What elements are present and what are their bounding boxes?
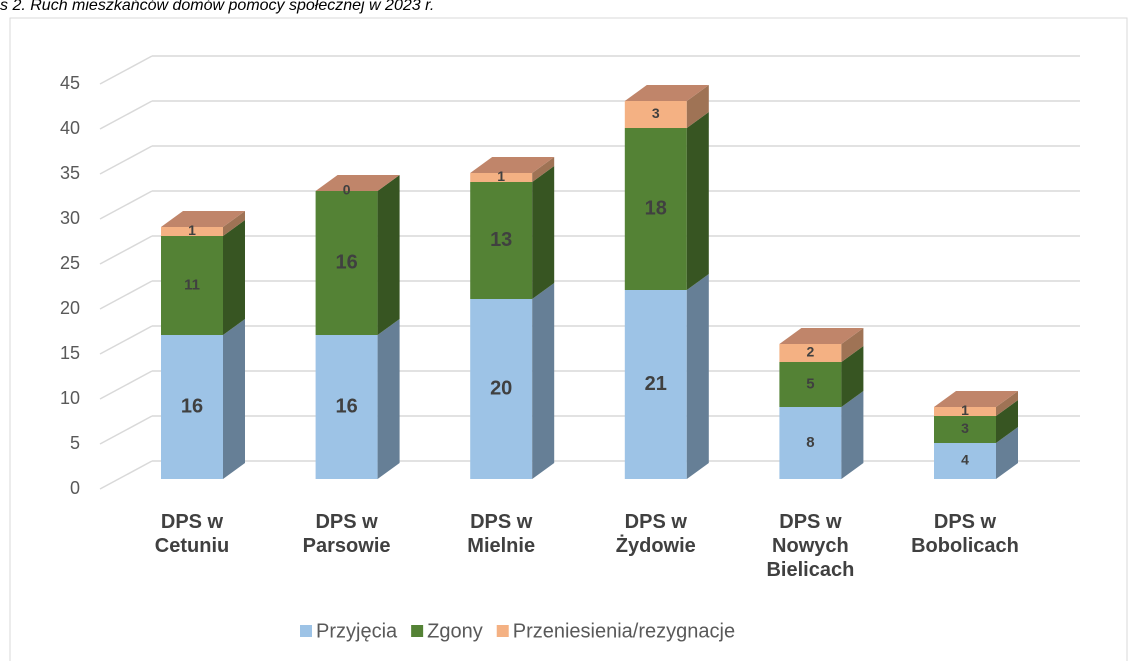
bar-side xyxy=(841,391,864,479)
data-label: 18 xyxy=(645,197,667,219)
data-label: 4 xyxy=(961,452,969,468)
bar-side xyxy=(377,175,400,335)
bar-side xyxy=(841,346,864,407)
data-label: 3 xyxy=(961,420,969,436)
bar-side xyxy=(996,427,1018,479)
data-label: 16 xyxy=(181,395,203,417)
bar-front xyxy=(624,101,687,128)
data-label: 3 xyxy=(652,105,660,121)
bar-side xyxy=(686,112,709,290)
bar-side xyxy=(841,328,864,362)
y-tick-label: 15 xyxy=(60,343,80,363)
data-label: 16 xyxy=(335,395,357,417)
grid-line xyxy=(99,325,153,355)
bar-front xyxy=(779,362,842,407)
legend-label: Przeniesienia/rezygnacje xyxy=(513,620,735,642)
chart-frame xyxy=(9,17,1128,661)
bar-side xyxy=(532,166,555,299)
bar-side xyxy=(223,220,245,335)
bar-front xyxy=(315,191,378,335)
legend-swatch xyxy=(411,625,424,637)
data-label: 1 xyxy=(497,168,505,184)
bar-front xyxy=(161,335,223,479)
data-label: 1 xyxy=(188,222,196,238)
bar-side xyxy=(223,319,245,479)
bar-side xyxy=(996,400,1018,443)
bar-front xyxy=(470,173,533,182)
bar-side xyxy=(223,211,245,236)
legend-swatch xyxy=(496,625,509,637)
data-label: 13 xyxy=(490,229,512,251)
chart-title: s 2. Ruch mieszkańców domów pomocy społe… xyxy=(0,0,434,14)
data-label: 16 xyxy=(335,251,357,273)
data-label: 5 xyxy=(806,375,814,392)
bar-front xyxy=(934,416,996,443)
y-tick-label: 20 xyxy=(60,298,80,318)
bar-side xyxy=(377,319,400,479)
bar-side xyxy=(686,85,709,128)
bar-top xyxy=(779,328,864,344)
bar-front xyxy=(624,290,687,479)
grid-line xyxy=(99,55,153,85)
y-tick-label: 25 xyxy=(60,253,80,273)
x-tick-label: DPS w Cetuniu xyxy=(154,511,230,557)
bar-front xyxy=(934,443,996,479)
grid-line xyxy=(99,370,153,400)
bar-top xyxy=(470,157,555,173)
grid-line xyxy=(99,235,153,265)
data-label: 2 xyxy=(807,344,815,360)
legend-label: Przyjęcia xyxy=(316,620,398,642)
bar-front xyxy=(779,407,842,479)
x-tick-label: DPS w Żydowie xyxy=(615,511,696,557)
data-label: 20 xyxy=(490,377,512,399)
y-tick-label: 45 xyxy=(60,73,80,93)
bar-top xyxy=(315,175,400,191)
bar-side xyxy=(686,274,709,479)
data-label: 1 xyxy=(961,402,969,418)
bar-top xyxy=(934,391,1018,407)
y-tick-label: 40 xyxy=(60,118,80,138)
bar-top xyxy=(624,85,709,101)
y-tick-label: 5 xyxy=(70,433,80,453)
bar-front xyxy=(779,344,842,362)
grid-line xyxy=(99,145,153,175)
bar-front xyxy=(161,236,223,335)
x-tick-label: DPS w Parsowie xyxy=(302,511,391,557)
grid-line xyxy=(99,460,153,490)
x-tick-label: DPS w Nowych Bielicach xyxy=(766,511,855,581)
bar-top xyxy=(161,211,245,227)
y-tick-label: 30 xyxy=(60,208,80,228)
data-label: 0 xyxy=(343,182,351,198)
data-label: 11 xyxy=(184,276,200,293)
bar-front xyxy=(934,407,996,416)
grid-line xyxy=(99,100,153,130)
bar-side xyxy=(532,283,555,479)
x-tick-label: DPS w Bobolicach xyxy=(911,511,1019,557)
bar-side xyxy=(532,157,555,182)
bar-front xyxy=(470,299,533,479)
bar-front xyxy=(470,182,533,299)
y-tick-label: 35 xyxy=(60,163,80,183)
data-label: 21 xyxy=(645,373,667,395)
y-tick-label: 10 xyxy=(60,388,80,408)
grid-line xyxy=(99,415,153,445)
legend-swatch xyxy=(300,625,312,637)
legend-label: Zgony xyxy=(427,620,483,642)
grid-line xyxy=(99,280,153,310)
y-tick-label: 0 xyxy=(70,478,80,498)
x-tick-label: DPS w Mielnie xyxy=(467,511,536,557)
bar-front xyxy=(315,335,378,479)
data-label: 8 xyxy=(806,434,814,451)
grid-line xyxy=(99,190,153,220)
bar-front xyxy=(161,227,223,236)
bar-side xyxy=(996,391,1018,416)
bar-front xyxy=(624,128,687,290)
